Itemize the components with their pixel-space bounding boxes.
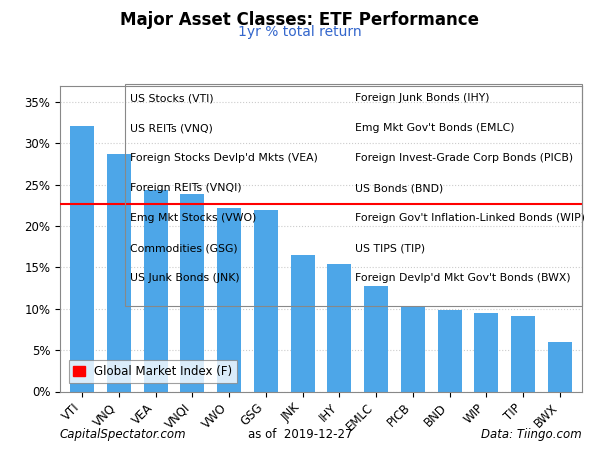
Text: 1yr % total return: 1yr % total return [238, 25, 362, 39]
Bar [143, 190, 167, 392]
Text: CapitalSpectator.com: CapitalSpectator.com [60, 428, 187, 441]
Bar [181, 194, 204, 392]
Text: US Stocks (VTI): US Stocks (VTI) [130, 93, 214, 103]
Text: Foreign REITs (VNQI): Foreign REITs (VNQI) [130, 183, 242, 193]
Text: US Bonds (BND): US Bonds (BND) [355, 183, 443, 193]
Text: Emg Mkt Stocks (VWO): Emg Mkt Stocks (VWO) [130, 213, 257, 223]
Bar [364, 287, 388, 392]
Text: US Junk Bonds (JNK): US Junk Bonds (JNK) [130, 273, 240, 283]
Text: Foreign Gov't Inflation-Linked Bonds (WIP): Foreign Gov't Inflation-Linked Bonds (WI… [355, 213, 585, 223]
Text: as of  2019-12-27: as of 2019-12-27 [248, 428, 352, 441]
Text: Commodities (GSG): Commodities (GSG) [130, 243, 238, 253]
Text: Data: Tiingo.com: Data: Tiingo.com [481, 428, 582, 441]
Bar [328, 264, 352, 392]
Text: Emg Mkt Gov't Bonds (EMLC): Emg Mkt Gov't Bonds (EMLC) [355, 123, 514, 133]
Text: Foreign Devlp'd Mkt Gov't Bonds (BWX): Foreign Devlp'd Mkt Gov't Bonds (BWX) [355, 273, 571, 283]
Bar [475, 313, 499, 392]
Bar [401, 306, 425, 392]
Text: Major Asset Classes: ETF Performance: Major Asset Classes: ETF Performance [121, 11, 479, 29]
Bar [217, 208, 241, 392]
Legend: Global Market Index (F): Global Market Index (F) [68, 360, 238, 382]
Text: US REITs (VNQ): US REITs (VNQ) [130, 123, 214, 133]
Text: Foreign Stocks Devlp'd Mkts (VEA): Foreign Stocks Devlp'd Mkts (VEA) [130, 153, 319, 163]
Bar [548, 342, 572, 392]
Bar [290, 255, 314, 392]
Bar [438, 310, 461, 392]
Bar [254, 211, 278, 392]
Text: Foreign Junk Bonds (IHY): Foreign Junk Bonds (IHY) [355, 93, 490, 103]
Text: Foreign Invest-Grade Corp Bonds (PICB): Foreign Invest-Grade Corp Bonds (PICB) [355, 153, 573, 163]
Bar [511, 316, 535, 392]
Text: US TIPS (TIP): US TIPS (TIP) [355, 243, 425, 253]
Bar [70, 126, 94, 392]
Bar [107, 154, 131, 392]
Bar [125, 84, 582, 306]
